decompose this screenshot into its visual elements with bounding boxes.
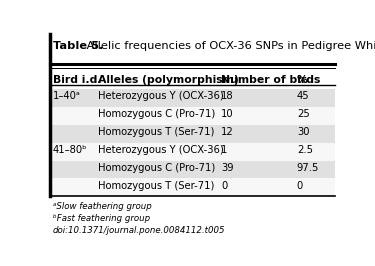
Text: Homozygous C (Pro-71): Homozygous C (Pro-71) (98, 109, 215, 119)
Text: 0: 0 (297, 181, 303, 190)
Bar (50, 143, 334, 161)
Bar (50, 107, 334, 125)
Text: 1–40ᵃ: 1–40ᵃ (53, 92, 81, 101)
Text: Homozygous T (Ser-71): Homozygous T (Ser-71) (98, 127, 214, 137)
Text: 18: 18 (221, 92, 234, 101)
Bar (50, 125, 334, 143)
Text: Allelic frequencies of OCX-36 SNPs in Pedigree White Leghorn birds.: Allelic frequencies of OCX-36 SNPs in Pe… (83, 41, 375, 51)
Text: 41–80ᵇ: 41–80ᵇ (53, 145, 87, 155)
Text: 10: 10 (221, 109, 234, 119)
Text: 39: 39 (221, 163, 234, 173)
Text: 45: 45 (297, 92, 309, 101)
Text: 25: 25 (297, 109, 310, 119)
Text: 97.5: 97.5 (297, 163, 319, 173)
Bar (50, 178, 334, 196)
Text: 0: 0 (221, 181, 228, 190)
Bar (50, 89, 334, 107)
Text: 30: 30 (297, 127, 309, 137)
Text: Homozygous T (Ser-71): Homozygous T (Ser-71) (98, 181, 214, 190)
Text: Homozygous C (Pro-71): Homozygous C (Pro-71) (98, 163, 215, 173)
Text: 1: 1 (221, 145, 228, 155)
Bar (50, 161, 334, 178)
Text: doi:10.1371/journal.pone.0084112.t005: doi:10.1371/journal.pone.0084112.t005 (53, 226, 225, 235)
Text: 2.5: 2.5 (297, 145, 313, 155)
Text: Alleles (polymorphism): Alleles (polymorphism) (98, 75, 238, 85)
Text: ᵃSlow feathering group: ᵃSlow feathering group (53, 202, 152, 211)
Text: Heterozygous Y (OCX-36): Heterozygous Y (OCX-36) (98, 145, 224, 155)
Text: Number of birds: Number of birds (221, 75, 321, 85)
Text: Table 5.: Table 5. (53, 41, 103, 51)
Text: 12: 12 (221, 127, 234, 137)
Text: %: % (297, 75, 308, 85)
Text: ᵇFast feathering group: ᵇFast feathering group (53, 214, 150, 223)
Text: Bird i.d.: Bird i.d. (53, 75, 101, 85)
Text: Heterozygous Y (OCX-36): Heterozygous Y (OCX-36) (98, 92, 224, 101)
